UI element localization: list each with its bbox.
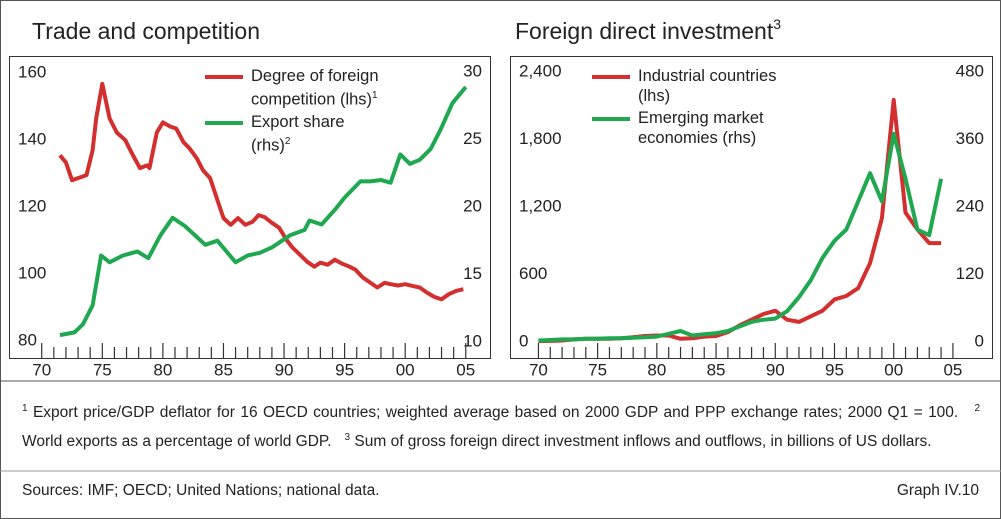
x-tick-label: 95 (335, 360, 354, 379)
series-line (58, 81, 464, 302)
footnote-mark: 1 (22, 403, 28, 414)
x-tick-label: 80 (153, 360, 172, 379)
sources: Sources: IMF; OECD; United Nations; nati… (22, 482, 380, 499)
x-tick-label: 80 (647, 360, 666, 379)
legend-swatch (205, 75, 243, 79)
legend-item: Emerging market economies (rhs) (592, 108, 792, 148)
y2-tick-label: 360 (956, 129, 984, 148)
chart-title: Foreign direct investment3 (515, 16, 781, 44)
legend-label: Industrial countries (lhs) (638, 67, 777, 105)
footnote: Sum of gross foreign direct investment i… (354, 433, 932, 451)
x-tick-label: 05 (456, 360, 475, 379)
y2-tick-label: 30 (463, 62, 482, 81)
x-tick-label: 90 (275, 360, 294, 379)
y2-tick-label: 120 (956, 264, 984, 283)
legend-item: Industrial countries (lhs) (592, 66, 792, 106)
y2-tick-label: 0 (975, 332, 984, 351)
legend-note: 2 (284, 135, 291, 147)
x-tick-label: 00 (884, 360, 903, 379)
footnote: World exports as a percentage of world G… (22, 433, 332, 451)
y-tick-label: 0 (519, 332, 528, 351)
footnote: Export price/GDP deflator for 16 OECD co… (32, 404, 959, 422)
legend-swatch (592, 75, 630, 79)
legend-item: Degree of foreign competition (lhs)1 (205, 66, 385, 110)
y-tick-label: 2,400 (519, 61, 562, 80)
legend: Industrial countries (lhs) Emerging marke… (592, 66, 792, 150)
y-tick-label: 160 (18, 62, 46, 81)
x-tick-label: 70 (32, 360, 51, 379)
legend-note: 1 (372, 90, 378, 101)
x-tick-label: 85 (214, 360, 233, 379)
footnote-mark: 3 (344, 432, 351, 444)
legend-label: Emerging market economies (rhs) (638, 109, 764, 147)
legend-label: Export share (rhs) (251, 112, 345, 155)
chart-title: Trade and competition (32, 18, 260, 44)
y2-tick-label: 15 (463, 264, 482, 283)
legend-swatch (592, 117, 630, 121)
y2-tick-label: 25 (463, 129, 482, 148)
legend-item: Export share (rhs)2 (205, 112, 385, 156)
x-tick-label: 75 (588, 360, 607, 379)
x-tick-label: 75 (93, 360, 112, 379)
x-tick-label: 90 (766, 360, 785, 379)
x-tick-label: 05 (943, 360, 962, 379)
legend-label: Degree of foreign competition (lhs) (251, 67, 379, 109)
footnotes: 1 Export price/GDP deflator for 16 OECD … (22, 396, 980, 454)
y-tick-label: 140 (18, 129, 46, 148)
title-text: Trade and competition (32, 18, 260, 44)
footnote-mark: 2 (974, 403, 980, 414)
series-line (59, 85, 468, 338)
y-tick-label: 600 (519, 264, 547, 283)
x-tick-label: 85 (707, 360, 726, 379)
x-tick-label: 00 (396, 360, 415, 379)
y2-tick-label: 240 (956, 196, 984, 215)
y-tick-label: 80 (18, 331, 37, 350)
title-text: Foreign direct investment (515, 18, 774, 44)
x-tick-label: 70 (529, 360, 548, 379)
graph-label: Graph IV.10 (896, 482, 979, 499)
y-tick-label: 100 (18, 264, 46, 283)
x-tick-label: 95 (825, 360, 844, 379)
y2-tick-label: 10 (463, 331, 482, 350)
y-tick-label: 1,800 (519, 129, 562, 148)
y-tick-label: 1,200 (519, 196, 562, 215)
title-note: 3 (773, 16, 781, 32)
legend-swatch (205, 120, 243, 125)
series-line (538, 131, 944, 343)
y-tick-label: 120 (18, 196, 46, 215)
y2-tick-label: 20 (463, 196, 482, 215)
legend: Degree of foreign competition (lhs)1 Expo… (205, 66, 385, 157)
y2-tick-label: 480 (956, 61, 984, 80)
